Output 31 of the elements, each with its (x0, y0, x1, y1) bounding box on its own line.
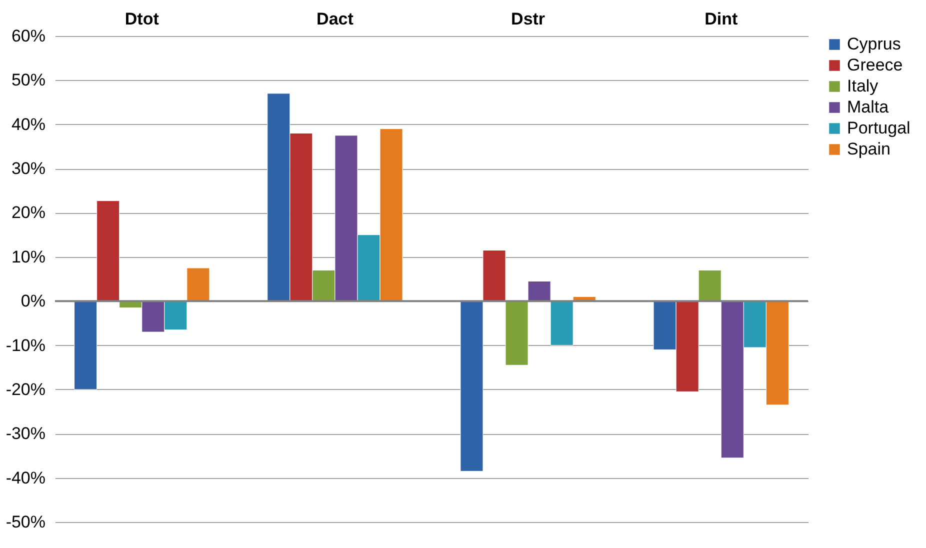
y-tick-label: -50% (6, 512, 46, 532)
y-tick-label: -40% (6, 468, 46, 488)
x-tick-label: Dint (704, 10, 738, 28)
x-tick-label: Dtot (124, 10, 160, 28)
y-tick-label: 30% (11, 159, 46, 178)
y-tick-label: 0% (20, 292, 46, 311)
y-tick-label: -20% (6, 380, 46, 399)
bar (96, 200, 120, 302)
legend-label: Italy (847, 76, 879, 96)
bar (550, 300, 574, 346)
x-tick-label: Dact (316, 10, 354, 28)
y-tick-label: 40% (11, 114, 46, 134)
y-tick-label: -30% (6, 424, 46, 444)
legend-label: Malta (847, 98, 890, 116)
y-tick-label: 20% (11, 203, 46, 222)
bar (482, 250, 506, 302)
y-tick-label: 50% (11, 70, 46, 90)
bar (186, 268, 210, 302)
y-tick-label: 10% (11, 247, 46, 266)
legend-label: Spain (847, 140, 890, 158)
legend-label: Cyprus (847, 34, 901, 54)
bar (698, 270, 722, 302)
x-tick-label: Dstr (511, 10, 546, 28)
legend-label: Portugal (847, 118, 910, 138)
bar (74, 300, 98, 390)
bar (528, 280, 551, 302)
bar (460, 300, 484, 472)
bar (505, 300, 528, 366)
y-tick-label: 60% (11, 26, 46, 46)
y-tick-label: -10% (6, 336, 46, 355)
legend-label: Greece (847, 56, 903, 74)
